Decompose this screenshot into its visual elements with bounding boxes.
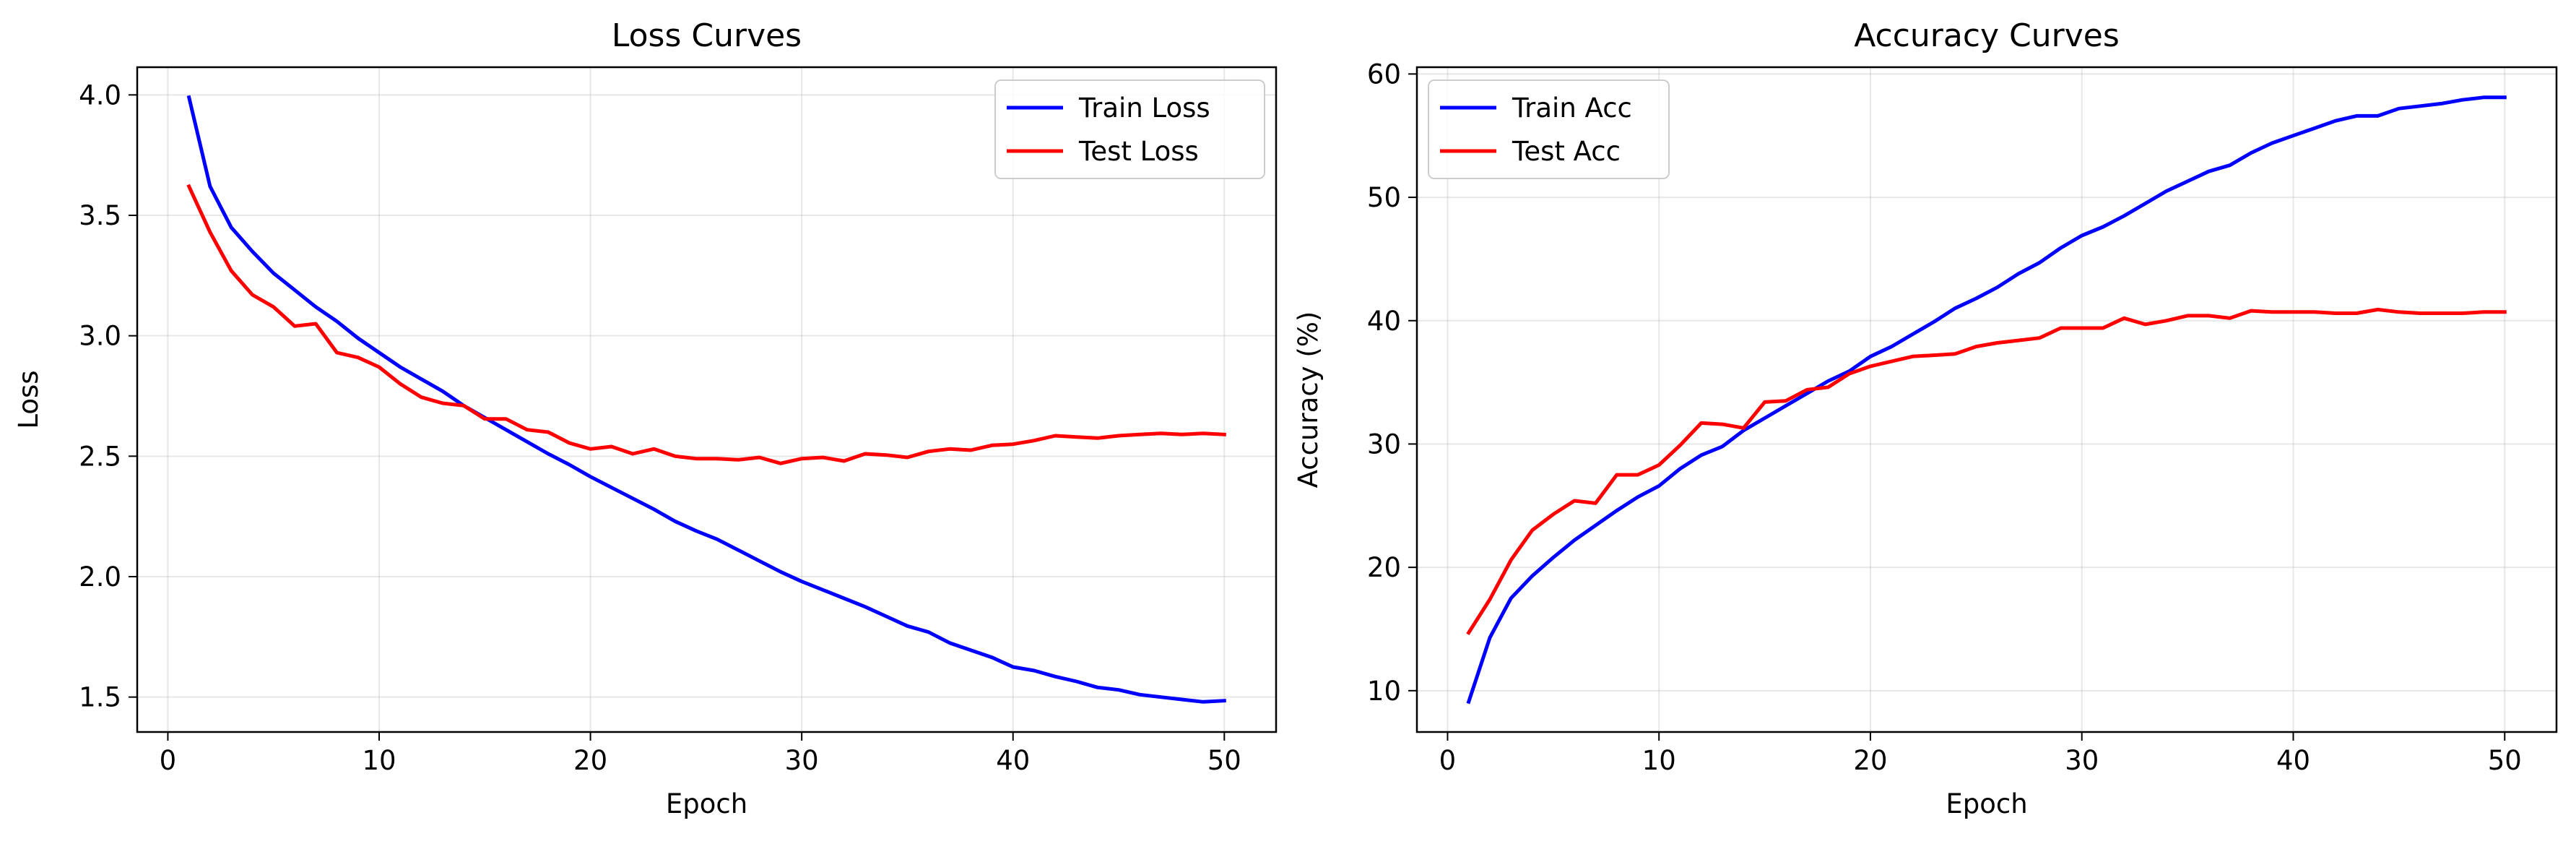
plot-frame [136,66,1278,733]
series-line-test-loss [186,184,1226,465]
legend-box [1428,79,1670,179]
legend-label: Train Loss [1078,92,1210,124]
y-tick-label: 60 [1367,59,1401,90]
plot-frame [1415,66,2558,733]
y-tick-label: 4.0 [79,79,121,111]
legend-box [994,79,1265,179]
x-axis-label: Epoch [666,788,747,819]
series-line-train-acc [1466,95,2507,705]
y-axis-label: Accuracy (%) [1293,311,1324,488]
chart-title: Accuracy Curves [1854,17,2120,54]
x-tick-label: 40 [2276,745,2310,776]
x-tick-label: 0 [160,745,177,776]
y-axis-label: Loss [13,370,44,429]
x-tick-label: 30 [2065,745,2099,776]
y-tick-label: 2.0 [79,561,121,593]
series-line-test-acc [1466,307,2507,636]
legend: Train Acc Test Acc [1428,79,1670,179]
legend-label: Test Loss [1078,136,1199,167]
x-tick-label: 50 [2488,745,2522,776]
x-tick-label: 10 [1642,745,1676,776]
x-tick-label: 20 [1853,745,1887,776]
y-tick-label: 20 [1367,552,1401,583]
y-tick-label: 50 [1367,182,1401,213]
accuracy-chart: 0 10 20 30 40 50 10 20 30 40 50 60 Accuracy Curves Ep… [1293,17,2558,819]
x-tick-label: 50 [1207,745,1241,776]
x-tick-label: 0 [1439,745,1457,776]
y-tick-label: 3.5 [79,200,121,231]
x-tick-label: 40 [996,745,1030,776]
y-tick-label: 10 [1367,676,1401,707]
y-tick-label: 2.5 [79,441,121,472]
y-tick-label: 30 [1367,429,1401,460]
legend-label: Test Acc [1512,136,1621,167]
y-tick-label: 3.0 [79,321,121,352]
y-tick-label: 1.5 [79,682,121,713]
legend-label: Train Acc [1512,92,1632,124]
y-tick-label: 40 [1367,306,1401,337]
x-tick-label: 10 [362,745,396,776]
x-axis-label: Epoch [1946,788,2027,819]
x-tick-label: 20 [573,745,607,776]
x-tick-label: 30 [785,745,819,776]
loss-chart: 0 10 20 30 40 50 1.5 2.0 2.5 3.0 3.5 4.0 Loss Curves… [13,17,1278,819]
chart-title: Loss Curves [612,17,802,54]
legend: Train Loss Test Loss [994,79,1265,179]
series-line-train-loss [186,95,1226,704]
